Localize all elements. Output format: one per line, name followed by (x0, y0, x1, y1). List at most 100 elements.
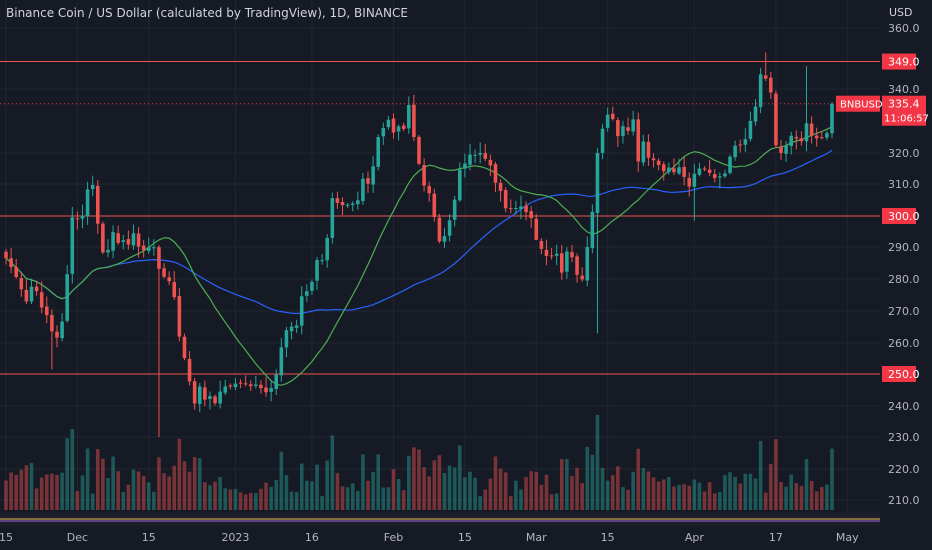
candle-body (299, 296, 304, 326)
candle-body (774, 93, 778, 146)
candle-body (447, 220, 452, 236)
candle-body (243, 383, 248, 385)
volume-bar (830, 448, 834, 510)
countdown-label: 11:06:57 (884, 114, 929, 125)
candle-body (391, 118, 396, 133)
volume-bar (116, 471, 120, 510)
volume-bar (483, 489, 488, 510)
volume-bar (677, 484, 681, 510)
candle-body (85, 189, 90, 217)
candle-body (723, 173, 727, 177)
volume-bar (34, 488, 39, 510)
volume-bar (631, 471, 635, 510)
candle-body (672, 168, 676, 173)
candle-body (9, 258, 13, 268)
candle-body (753, 106, 758, 122)
time-axis-panel (0, 526, 880, 550)
volume-bar (192, 457, 197, 510)
volume-bar (371, 472, 375, 510)
candle-body (651, 158, 656, 161)
candle-body (90, 184, 95, 189)
candle-body (376, 137, 380, 167)
candle-body (677, 167, 681, 174)
candle-body (794, 136, 799, 139)
volume-bar (478, 496, 482, 510)
candle-body (789, 135, 793, 147)
x-tick-label: 16 (305, 531, 319, 544)
volume-bar (549, 494, 554, 510)
candle-body (519, 206, 523, 209)
candle-body (320, 260, 324, 262)
candle-body (830, 103, 834, 134)
candle-body (636, 119, 641, 162)
candle-body (315, 260, 319, 281)
candle-body (386, 119, 391, 128)
volume-bar (493, 456, 498, 510)
volume-bar (723, 475, 727, 510)
volume-bar (473, 477, 477, 510)
volume-bar (187, 471, 192, 510)
candle-body (24, 289, 29, 302)
volume-bar (748, 473, 753, 510)
candle-body (121, 240, 126, 242)
volume-bar (758, 440, 763, 510)
volume-bar (753, 478, 758, 510)
candle-body (692, 173, 697, 187)
candle-body (233, 383, 238, 388)
candle-body (524, 205, 528, 213)
candle-body (330, 198, 335, 239)
volume-bar (600, 467, 605, 510)
volume-bar (412, 447, 416, 510)
candle-body (458, 169, 462, 201)
volume-bar (208, 485, 212, 510)
candle-body (498, 182, 503, 192)
volume-bar (238, 492, 243, 510)
candle-body (223, 386, 228, 393)
volume-bar (248, 492, 253, 510)
volume-bar (702, 491, 707, 510)
candle-body (412, 104, 416, 137)
volume-bar (289, 491, 294, 510)
volume-bar (345, 487, 350, 510)
candle-body (60, 321, 64, 339)
volume-bar (315, 464, 319, 510)
candle-body (616, 119, 620, 137)
volume-bar (774, 439, 778, 510)
volume-bar (585, 446, 590, 510)
candle-body (656, 160, 661, 166)
volume-bar (692, 479, 697, 510)
volume-bar (320, 496, 324, 510)
volume-bar (177, 438, 182, 510)
candle-body (371, 166, 375, 185)
candle-body (621, 126, 625, 137)
candle-body (575, 256, 579, 275)
grid (0, 0, 880, 525)
candle-body (75, 218, 80, 220)
volume-bar (391, 469, 396, 510)
volume-bar (325, 460, 330, 510)
volume-bar (141, 476, 146, 510)
volume-bar (687, 485, 692, 510)
candle-body (259, 384, 263, 389)
y-tick-label: 320.0 (888, 147, 920, 160)
volume-bar (514, 480, 518, 510)
level-price-tag (882, 208, 916, 224)
candle-body (473, 154, 477, 156)
y-tick-label: 290.0 (888, 241, 920, 254)
volume-bar (682, 484, 686, 510)
y-tick-label: 360.0 (888, 22, 920, 35)
volume-bar (4, 480, 8, 510)
candle-body (14, 267, 18, 278)
candle-body (554, 253, 559, 256)
volume-bar (799, 486, 804, 510)
y-tick-label: 270.0 (888, 305, 920, 318)
candle-body (172, 282, 177, 298)
volume-bar (162, 473, 166, 510)
candle-body (106, 249, 110, 253)
volume-bar (218, 477, 222, 510)
candle-body (366, 178, 370, 184)
candle-body (340, 202, 345, 206)
x-tick-label: Apr (685, 531, 705, 544)
volume-bar (672, 486, 676, 510)
